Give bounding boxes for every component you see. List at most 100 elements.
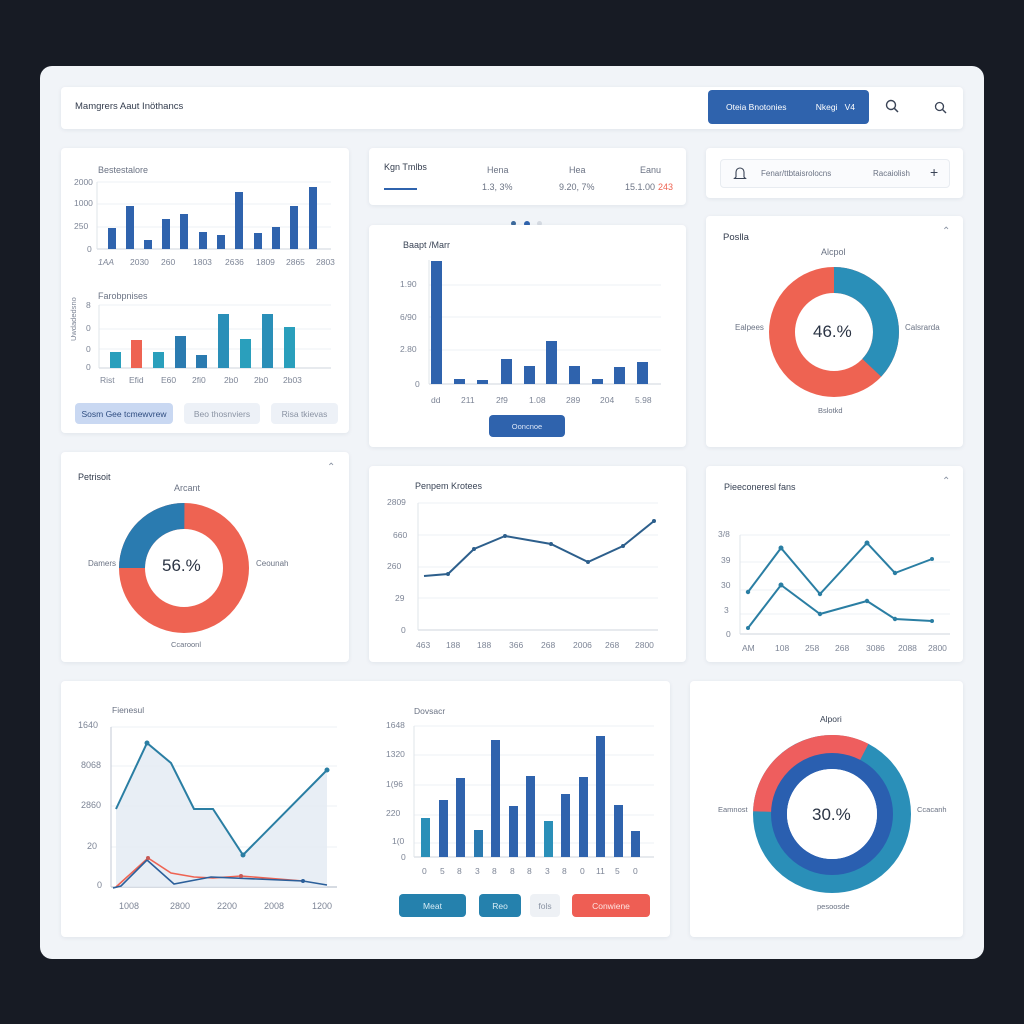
y-tick: 1640 [78,720,99,730]
stats-card: Kgn Tmlbs Hena 1.3, 3% Hea 9.20, 7% Eanu… [369,148,686,205]
area-chart-title: Fienesul [112,705,145,715]
x-tick: 1803 [193,257,212,267]
area-chart [110,726,337,889]
pager-dot-active[interactable] [524,221,530,227]
y-tick: 250 [74,221,89,231]
pager-dot[interactable] [537,221,542,226]
x-tick: 2030 [130,257,149,267]
notification-bar[interactable]: Fenar/ttbtaisrolocns Racaiolish + [720,159,950,188]
notification-right-text: Racaiolish [873,169,910,178]
tertiary-button[interactable]: Risa tkievas [271,403,338,424]
y-tick: 2000 [74,177,93,187]
y-tick: 8 [86,300,91,310]
y-tick: 1648 [386,720,405,730]
plus-icon[interactable]: + [930,164,939,180]
stat-value: 15.1.00 [625,182,656,192]
donut-card-a: Poslla ⌃ Alcpol Ealpees Calsrarda Bslotk… [706,216,963,447]
y-tick: 1.90 [400,279,417,289]
primary-action-button[interactable]: Oteia Bnotonies Nkegi V4 [708,90,869,124]
chart2-title: Farobpnises [98,291,148,301]
x-tick: 3 [475,866,480,876]
line-chart-card: Penpem Krotees 2809 660 260 29 0 463 188… [369,466,686,662]
x-tick: Efid [129,375,144,385]
filter-button-danger[interactable]: Conwiene [572,894,650,917]
filter-button-2[interactable]: Reo [479,894,521,917]
x-tick: 5 [615,866,620,876]
x-tick: 2008 [264,901,285,911]
x-tick: 2f9 [496,395,508,405]
overview-button[interactable]: Sosm Gee tcmewvrew [75,403,173,424]
bell-icon[interactable] [733,166,747,181]
donut-a-center-value: 46.% [813,322,852,341]
y-tick: 0 [86,362,91,372]
x-tick: 2b03 [283,375,302,385]
x-tick: 258 [805,643,820,653]
pager-dot[interactable] [511,221,516,226]
primary-button-right-label: Nkegi [815,102,838,112]
x-tick: dd [431,395,441,405]
x-tick: 2088 [898,643,917,653]
filter-button-3[interactable]: fols [530,894,560,917]
dual-line-chart-card: Pieeconeresl fans ⌃ 3/8 39 30 3 0 AM 108… [706,466,963,662]
x-tick: 3 [545,866,550,876]
x-tick: 2b0 [224,375,239,385]
x-tick: Rist [100,375,115,385]
y-tick: 0 [726,629,731,639]
secondary-button[interactable]: Beo thosnviers [184,403,260,424]
x-tick: 8 [562,866,567,876]
donut-c-bottom-label: pesoosde [817,902,850,911]
collapse-chevron-icon[interactable]: ⌃ [327,462,336,473]
filter-button-1[interactable]: Meat [399,894,466,917]
x-tick: 366 [509,640,524,650]
x-tick: 2636 [225,257,244,267]
y-tick: 220 [386,808,401,818]
stat-value: 9.20, 7% [559,182,595,192]
search-icon-secondary[interactable] [934,101,948,115]
y-tick: 2.80 [400,344,417,354]
bar-chart-3 [428,260,661,385]
x-tick: 211 [461,395,475,405]
donut-b-title: Petrisoit [78,472,111,482]
x-tick: 8 [457,866,462,876]
y-tick: 260 [387,561,402,571]
x-tick: 1.08 [529,395,546,405]
x-tick: 188 [446,640,461,650]
x-tick: 0 [422,866,427,876]
search-icon[interactable] [885,99,901,115]
donut-c-left-label: Eamnost [718,805,748,814]
x-tick: 1008 [119,901,140,911]
y-tick: 8068 [81,760,102,770]
y-tick: 6/90 [400,312,417,322]
donut-card-c: Alpori Eamnost Ccacanh pesoosde 30.% [690,681,963,937]
notification-card: Fenar/ttbtaisrolocns Racaiolish + [706,148,963,198]
donut-a-title: Poslla [723,232,749,243]
x-tick: AM [742,643,755,653]
bar-chart-action-button[interactable]: Ooncnoe [489,415,565,437]
x-tick: 2fi0 [192,375,206,385]
bar-chart-card: Baapt /Marr 1.90 6/90 2.80 0 dd 211 2f9 … [369,225,686,447]
x-tick: 5 [440,866,445,876]
collapse-chevron-icon[interactable]: ⌃ [942,226,951,237]
x-tick: 463 [416,640,431,650]
donut-c-right-label: Ccacanh [917,805,947,814]
y-tick: 1(0 [392,836,405,846]
stat-label: Eanu [640,165,662,175]
y-tick: 1000 [74,198,93,208]
x-tick: 2800 [635,640,654,650]
y-tick: 0 [415,379,420,389]
donut-chart-a [769,267,899,397]
header-bar: Mamgrers Aaut Inöthancs Oteia Bnotonies … [61,87,963,129]
donut-chart-c [753,735,911,893]
y-tick: 0 [97,880,103,890]
donut-b-center-value: 56.% [162,556,201,575]
x-tick: 268 [541,640,556,650]
x-tick: 2006 [573,640,592,650]
donut-a-left-label: Ealpees [735,323,764,332]
stat-value: 1.3, 3% [482,182,513,192]
dual-line-title: Pieeconeresl fans [724,482,796,492]
stats-underline [384,188,417,190]
x-tick: 204 [600,395,615,405]
x-tick: 2803 [316,257,335,267]
collapse-chevron-icon[interactable]: ⌃ [942,476,951,487]
x-tick: 1AA [98,257,115,267]
